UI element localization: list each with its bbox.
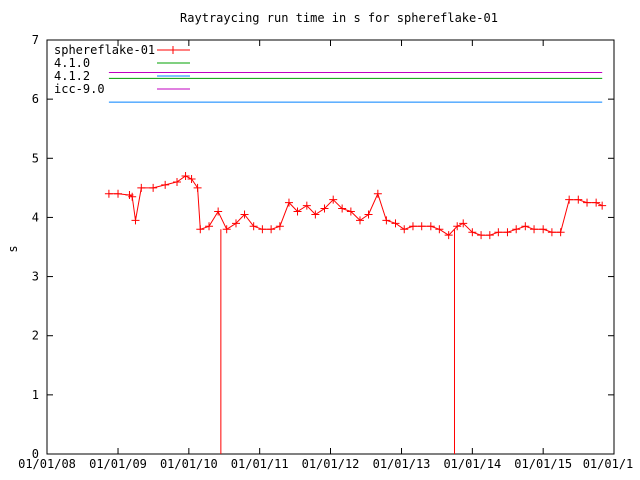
data-point (131, 216, 140, 225)
data-point (329, 195, 338, 204)
data-point (267, 225, 276, 234)
legend-label: sphereflake-01 (54, 43, 155, 57)
y-tick-label: 0 (32, 447, 39, 461)
data-point (232, 219, 240, 228)
data-point (302, 201, 311, 210)
data-point (598, 201, 607, 210)
data-point (391, 219, 400, 228)
data-point (530, 225, 539, 234)
data-point (503, 228, 512, 237)
data-point (149, 183, 158, 192)
data-point (408, 222, 417, 231)
data-point (400, 225, 409, 234)
x-tick-label: 01/01/12 (302, 457, 360, 471)
x-axis-ticks: 01/01/08 01/01/09 01/01/10 01/01/11 01/01/12… (18, 40, 633, 471)
data-point (485, 231, 494, 240)
data-point (137, 183, 146, 192)
data-point (173, 177, 182, 186)
data-point (258, 225, 267, 234)
data-point (196, 225, 205, 234)
data-point (293, 207, 302, 216)
x-tick-label: 01/01/09 (89, 457, 147, 471)
data-point (114, 189, 123, 198)
data-point (249, 222, 258, 231)
y-axis-ticks: 0 1 2 3 4 5 6 7 (32, 33, 614, 461)
data-point (426, 222, 435, 231)
data-point (592, 198, 601, 207)
y-tick-label: 1 (32, 388, 39, 402)
chart-title: Raytraycing run time in s for sphereflak… (180, 11, 498, 25)
x-tick-label: 01/01/08 (18, 457, 76, 471)
data-point (521, 222, 530, 231)
y-tick-label: 2 (32, 329, 39, 343)
data-point (161, 180, 170, 189)
x-tick-label: 01/01/15 (514, 457, 572, 471)
legend-label: 4.1.0 (54, 56, 90, 70)
data-point (355, 216, 364, 225)
series-layer (104, 72, 607, 454)
x-tick-label: 01/01/1 (583, 457, 634, 471)
series-0 (104, 172, 607, 454)
x-tick-label: 01/01/13 (373, 457, 431, 471)
data-point (382, 216, 391, 225)
data-point (444, 231, 453, 240)
legend-label: icc-9.0 (54, 82, 105, 96)
data-point (128, 192, 137, 201)
data-point (311, 210, 320, 219)
data-point (205, 222, 214, 231)
data-point (435, 225, 444, 234)
data-point (494, 228, 503, 237)
y-tick-label: 5 (32, 151, 39, 165)
data-point (512, 225, 521, 234)
data-point (187, 174, 196, 183)
x-tick-label: 01/01/10 (160, 457, 218, 471)
legend-label: 4.1.2 (54, 69, 90, 83)
data-point (459, 219, 468, 228)
data-point (539, 225, 548, 234)
data-point (193, 183, 202, 192)
x-tick-label: 01/01/14 (443, 457, 501, 471)
y-tick-label: 3 (32, 270, 39, 284)
data-point (373, 189, 382, 198)
y-tick-label: 4 (32, 210, 39, 224)
data-point (181, 172, 190, 181)
data-point (417, 222, 426, 231)
data-point (364, 210, 373, 219)
data-point (104, 189, 113, 198)
data-point (468, 228, 477, 237)
data-point (222, 225, 231, 234)
data-point (574, 195, 583, 204)
data-point (565, 195, 574, 204)
x-tick-label: 01/01/11 (231, 457, 289, 471)
data-point (275, 222, 284, 231)
data-point (547, 228, 556, 237)
data-point (338, 204, 347, 213)
data-point (214, 207, 223, 216)
data-point (477, 231, 486, 240)
data-point (240, 210, 249, 219)
legend-marker (169, 46, 177, 54)
data-point (346, 207, 355, 216)
y-tick-label: 6 (32, 92, 39, 106)
data-point (556, 228, 565, 237)
data-point (583, 198, 592, 207)
data-point (284, 198, 293, 207)
data-point (453, 222, 462, 231)
y-tick-label: 7 (32, 33, 39, 47)
data-point (320, 204, 329, 213)
y-axis-label: s (6, 245, 20, 252)
